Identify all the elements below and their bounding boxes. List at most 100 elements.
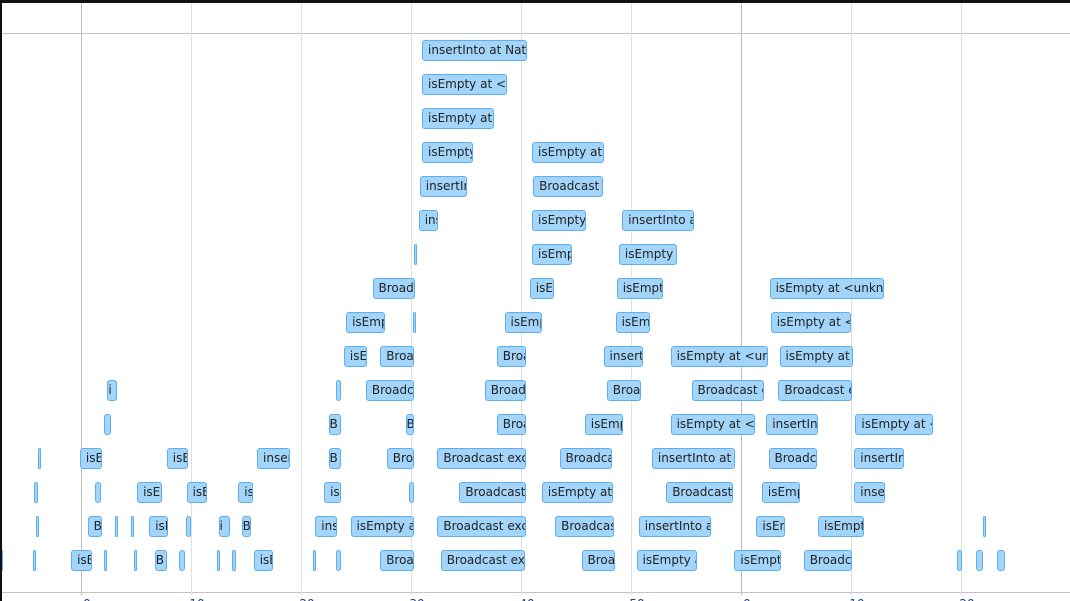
timeline-event[interactable]: [33, 482, 39, 503]
timeline-event[interactable]: [104, 414, 111, 435]
timeline-event[interactable]: isl: [238, 482, 253, 503]
timeline-event[interactable]: B: [241, 516, 252, 537]
timeline-event[interactable]: [217, 550, 221, 571]
timeline-event[interactable]: [104, 550, 108, 571]
timeline-event[interactable]: insertInto at I: [638, 516, 712, 537]
timeline-event[interactable]: isEmpty a: [422, 142, 473, 163]
timeline-event[interactable]: [35, 516, 40, 537]
timeline-event[interactable]: isEmpty at <: [532, 142, 604, 163]
timeline-event[interactable]: isEmpty a: [532, 210, 586, 231]
timeline-event[interactable]: insertInto at N: [651, 448, 736, 469]
timeline-event[interactable]: [231, 550, 237, 571]
timeline-event[interactable]: B: [328, 414, 341, 435]
timeline-event[interactable]: Broadca: [365, 380, 415, 401]
timeline-event[interactable]: Broadcast: [559, 448, 613, 469]
timeline-event[interactable]: isEmpty: [818, 516, 865, 537]
timeline-event[interactable]: [133, 550, 138, 571]
timeline-event[interactable]: Broadcast excha: [437, 448, 527, 469]
timeline-event[interactable]: [38, 448, 42, 469]
timeline-event[interactable]: [413, 312, 417, 333]
timeline-event[interactable]: Broadcast exe: [778, 380, 853, 401]
timeline-event[interactable]: [408, 482, 415, 503]
timeline-event[interactable]: Broa: [386, 448, 415, 469]
timeline-event[interactable]: isEmp: [584, 414, 624, 435]
timeline-event[interactable]: isEm: [756, 516, 785, 537]
timeline-event[interactable]: isEmpty at <: [422, 108, 494, 129]
timeline-event[interactable]: insertInto: [766, 414, 818, 435]
timeline-event[interactable]: [2, 550, 3, 571]
timeline-event[interactable]: [336, 380, 341, 401]
timeline-event[interactable]: isEmpty at <unknow: [769, 278, 884, 299]
timeline-event[interactable]: isEmpt: [346, 312, 385, 333]
timeline-event[interactable]: isEmpty at: [636, 550, 697, 571]
timeline-event[interactable]: isEm: [137, 482, 163, 503]
timeline-event[interactable]: isEmp: [615, 312, 650, 333]
timeline-event[interactable]: Broadc: [484, 380, 527, 401]
timeline-event[interactable]: [130, 516, 134, 537]
timeline-event[interactable]: Broadca: [803, 550, 853, 571]
timeline-event[interactable]: isEmpty at <unkn: [670, 346, 769, 367]
timeline-event[interactable]: Broadca: [768, 448, 817, 469]
timeline-event[interactable]: B: [328, 448, 341, 469]
timeline-event[interactable]: isE: [166, 448, 188, 469]
timeline-event[interactable]: isE: [324, 482, 341, 503]
timeline-event[interactable]: isEmpty at: [618, 244, 678, 265]
timeline-event[interactable]: insertInto at: [622, 210, 694, 231]
timeline-event[interactable]: Broadcast e: [666, 482, 734, 503]
timeline-event[interactable]: insertInto at Native: [422, 40, 527, 61]
timeline-event[interactable]: isEmpty at <u: [855, 414, 934, 435]
timeline-event[interactable]: [976, 550, 983, 571]
timeline-event[interactable]: isE: [253, 550, 274, 571]
timeline-event[interactable]: Broa: [496, 414, 527, 435]
timeline-event[interactable]: isEmpty: [734, 550, 781, 571]
timeline-event[interactable]: ins: [315, 516, 338, 537]
timeline-event[interactable]: isEmp: [761, 482, 801, 503]
timeline-event[interactable]: isEr: [343, 346, 367, 367]
timeline-event[interactable]: Broadcast exch: [440, 550, 526, 571]
timeline-event[interactable]: Broadcast e: [459, 482, 527, 503]
timeline-event[interactable]: Broadcast ex: [691, 380, 765, 401]
timeline-event[interactable]: Broadcast ex: [533, 176, 604, 197]
timeline-event[interactable]: [313, 550, 317, 571]
timeline-event[interactable]: Broad: [606, 380, 641, 401]
timeline-event[interactable]: Broadcast excha: [437, 516, 527, 537]
timeline-event[interactable]: [414, 244, 418, 265]
timeline-event[interactable]: isEr: [529, 278, 554, 299]
timeline-event[interactable]: isE: [71, 550, 92, 571]
timeline-event[interactable]: [997, 550, 1005, 571]
timeline-event[interactable]: Broa: [496, 346, 527, 367]
timeline-event[interactable]: isEmpt: [532, 244, 572, 265]
timeline-event[interactable]: insertI: [603, 346, 644, 367]
timeline-event[interactable]: insert: [257, 448, 290, 469]
timeline-event[interactable]: isE: [186, 482, 208, 503]
timeline-event[interactable]: Broadcast: [555, 516, 615, 537]
timeline-event[interactable]: insertInt: [854, 448, 904, 469]
timeline-event[interactable]: i: [107, 380, 118, 401]
timeline-event[interactable]: B: [405, 414, 415, 435]
timeline-event[interactable]: isE: [149, 516, 168, 537]
timeline-event[interactable]: i: [218, 516, 230, 537]
timeline-event[interactable]: [178, 550, 186, 571]
timeline-event[interactable]: Broad: [380, 346, 415, 367]
timeline-event[interactable]: [185, 516, 191, 537]
timeline-event[interactable]: Broad: [380, 550, 415, 571]
timeline-event[interactable]: B: [87, 516, 102, 537]
timeline-event[interactable]: isEmpty: [616, 278, 663, 299]
timeline-event[interactable]: [336, 550, 341, 571]
timeline-event[interactable]: insertIn: [419, 176, 468, 197]
timeline-event[interactable]: isEmpty at <: [779, 346, 854, 367]
timeline-event[interactable]: isEmp: [504, 312, 542, 333]
timeline-event[interactable]: Broad: [581, 550, 615, 571]
timeline-event[interactable]: isEm: [79, 448, 102, 469]
timeline-event[interactable]: [115, 516, 119, 537]
timeline-event[interactable]: [956, 550, 963, 571]
timeline-event[interactable]: isEmpty at <un: [670, 414, 756, 435]
timeline-event[interactable]: ins: [418, 210, 439, 231]
timeline-event[interactable]: isEmpty at <u: [770, 312, 851, 333]
timeline-event[interactable]: isEmpty at: [350, 516, 415, 537]
timeline-event[interactable]: B: [154, 550, 167, 571]
timeline-event[interactable]: [95, 482, 101, 503]
timeline-event[interactable]: Broadc: [372, 278, 416, 299]
timeline-event[interactable]: [983, 516, 987, 537]
timeline-event[interactable]: [32, 550, 36, 571]
